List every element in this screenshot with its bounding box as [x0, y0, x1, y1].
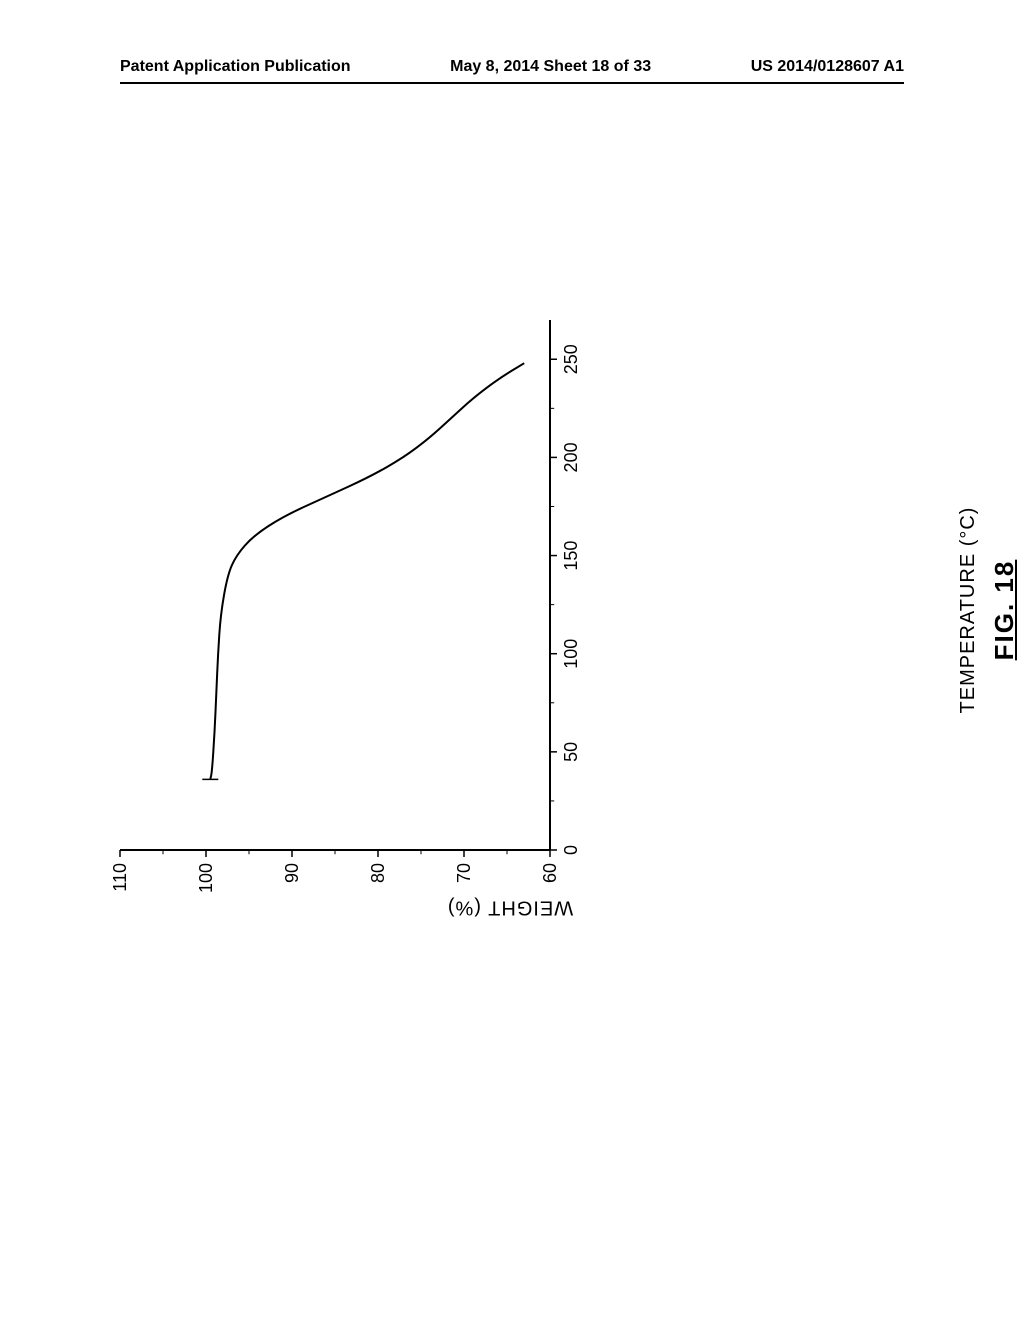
header-left: Patent Application Publication [120, 58, 351, 76]
svg-text:90: 90 [282, 863, 302, 883]
header-divider [120, 82, 904, 84]
svg-text:150: 150 [561, 541, 581, 571]
svg-text:50: 50 [561, 742, 581, 762]
svg-text:200: 200 [561, 442, 581, 472]
header-middle: May 8, 2014 Sheet 18 of 33 [450, 58, 651, 76]
x-axis-label: TEMPERATURE (°C) [957, 507, 980, 714]
svg-text:0: 0 [561, 845, 581, 855]
tga-chart: 0 50 100 150 200 250 60 70 80 90 100 110 [100, 300, 600, 920]
figure-label: FIG. 18 [989, 560, 1020, 661]
svg-text:100: 100 [196, 863, 216, 893]
page-header: Patent Application Publication May 8, 20… [0, 58, 1024, 76]
figure-container: 0 50 100 150 200 250 60 70 80 90 100 110 WEIGHT (%)… [100, 300, 920, 920]
svg-text:60: 60 [540, 863, 560, 883]
svg-text:250: 250 [561, 344, 581, 374]
svg-text:80: 80 [368, 863, 388, 883]
header-right: US 2014/0128607 A1 [751, 58, 904, 76]
svg-text:100: 100 [561, 639, 581, 669]
y-axis-label: WEIGHT (%) [447, 895, 573, 918]
svg-text:70: 70 [454, 863, 474, 883]
chart-area: 0 50 100 150 200 250 60 70 80 90 100 110 WEIGHT (%)… [100, 300, 920, 920]
svg-text:110: 110 [110, 863, 130, 892]
